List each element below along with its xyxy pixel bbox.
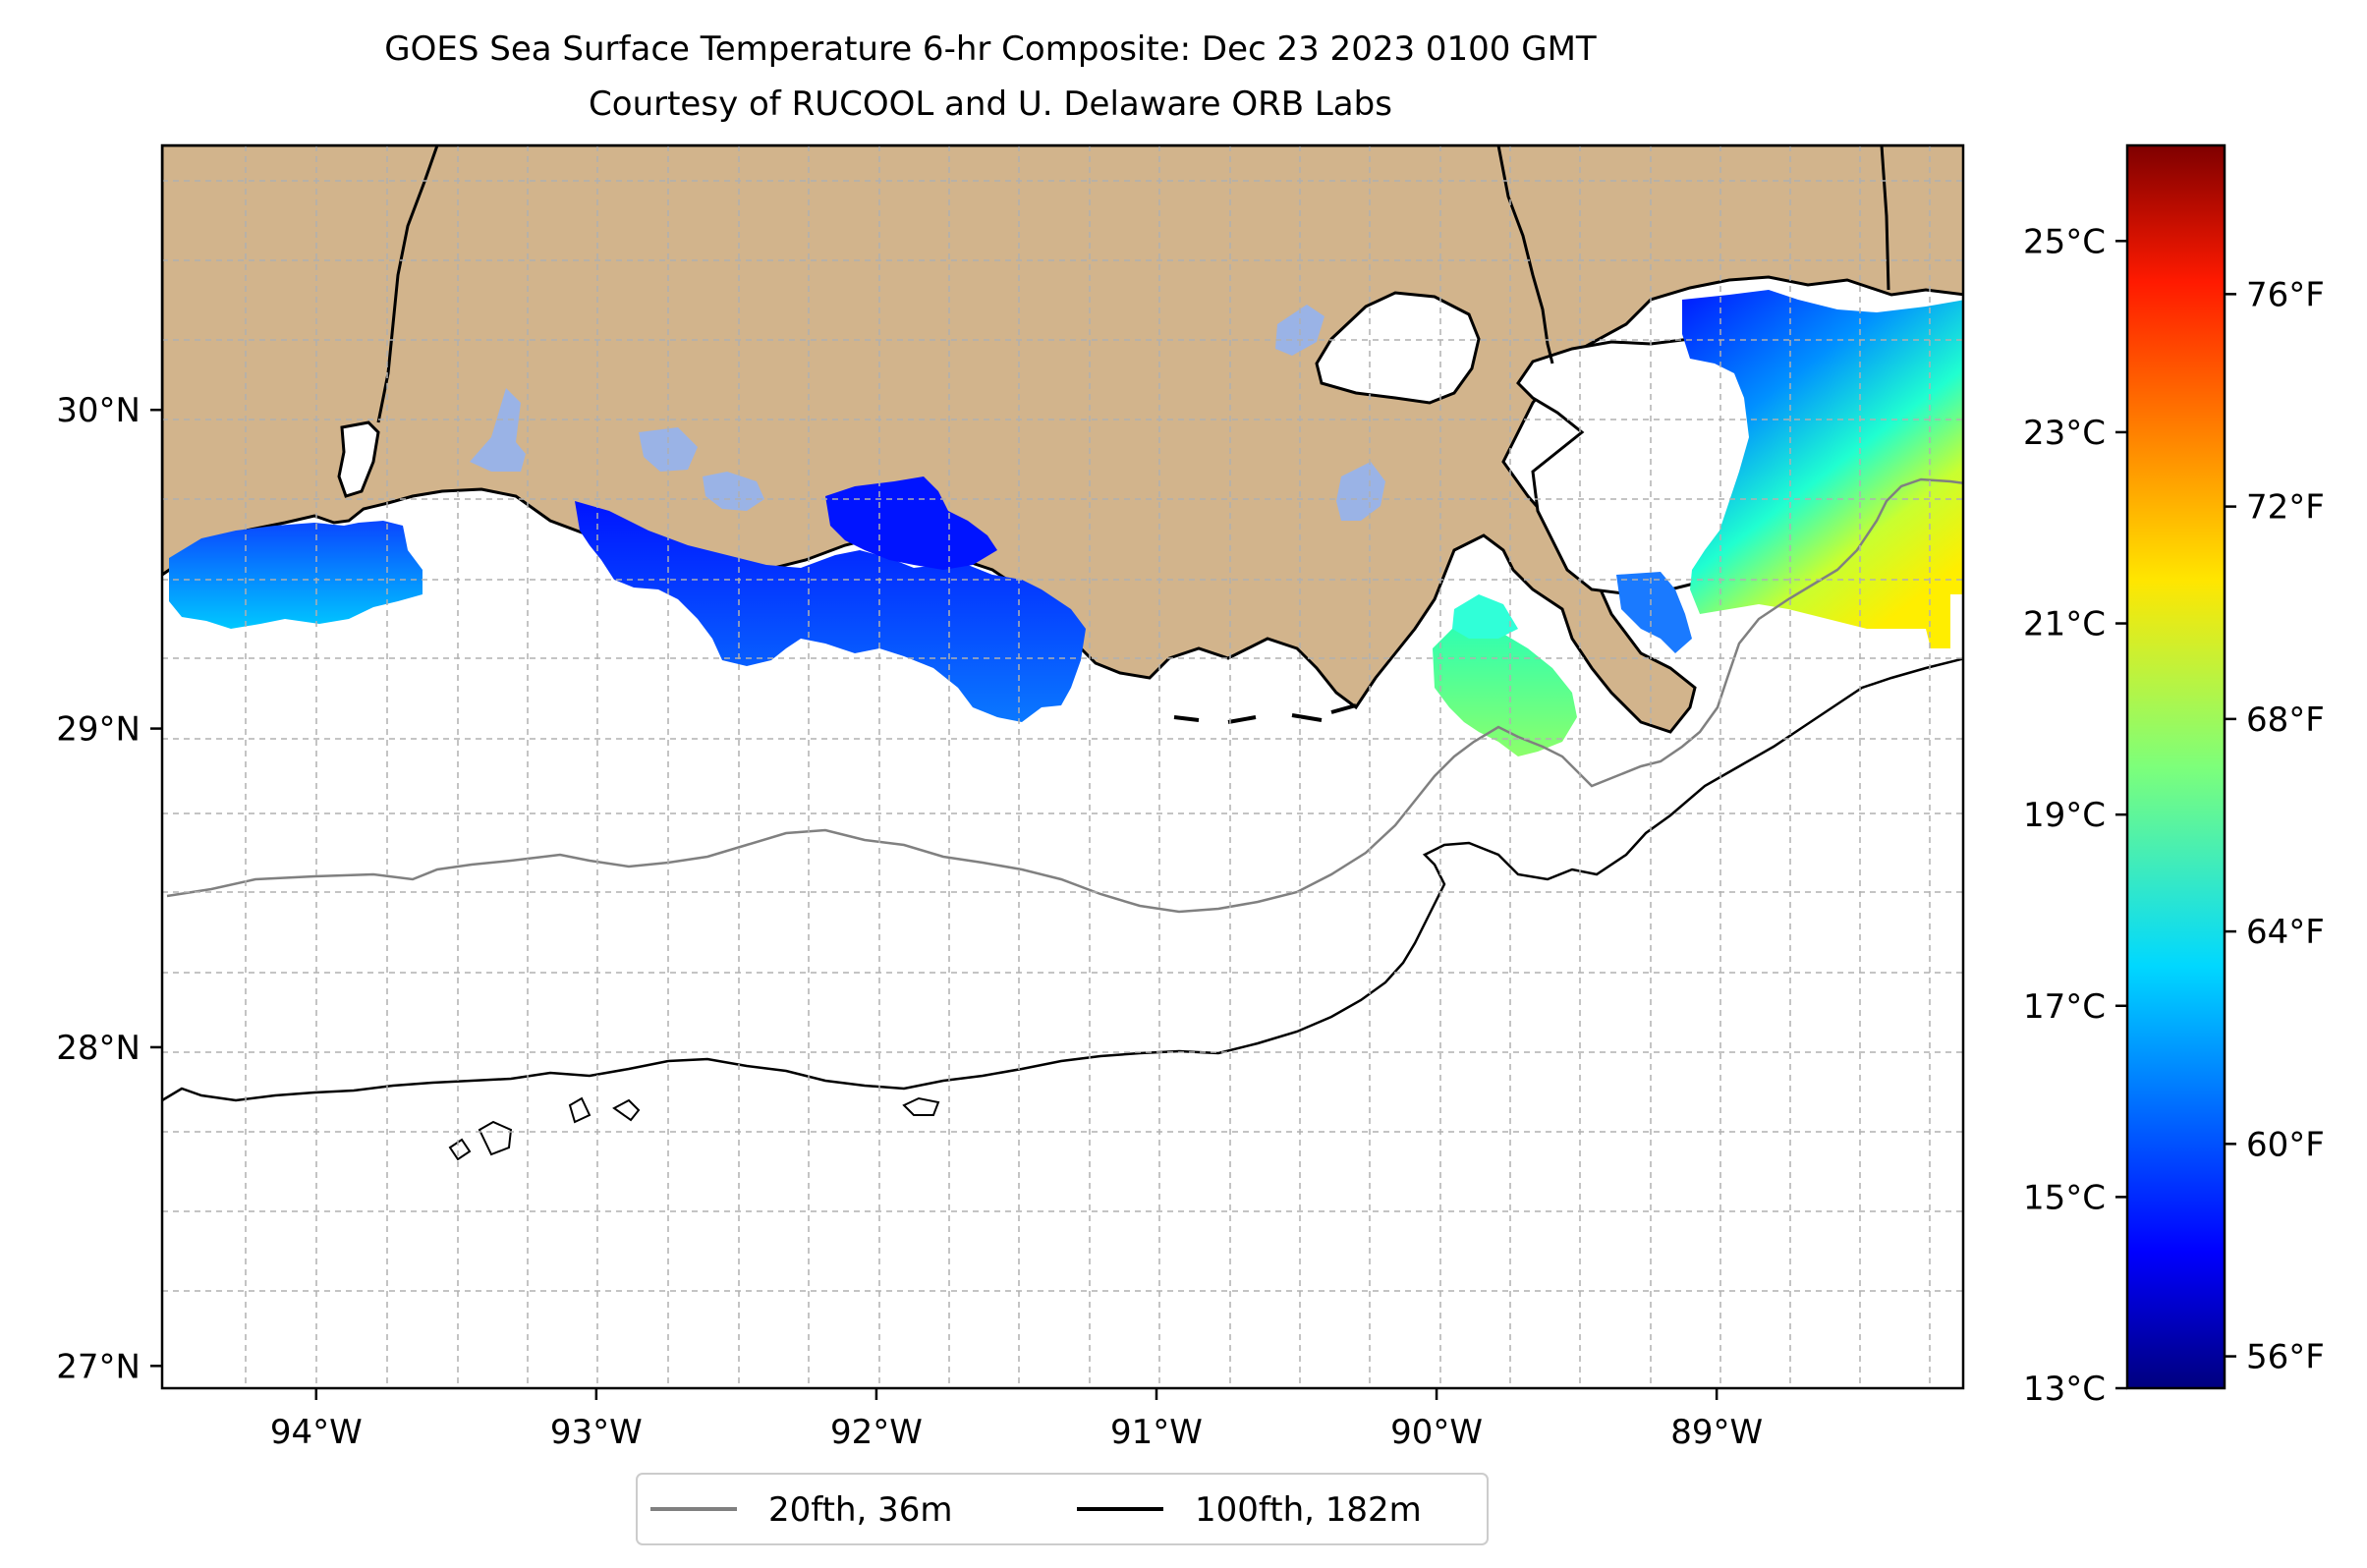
colorbar-celsius-label: 25°C — [2023, 222, 2106, 261]
lon-tick-label: 90°W — [1390, 1413, 1483, 1452]
lat-tick-label: 27°N — [56, 1347, 141, 1386]
map-subtitle: Courtesy of RUCOOL and U. Delaware ORB L… — [589, 84, 1392, 124]
colorbar — [2125, 143, 2226, 1390]
colorbar-celsius-label: 23°C — [2023, 414, 2106, 453]
colorbar-fahrenheit-label: 64°F — [2246, 913, 2325, 952]
land-mass — [162, 145, 1963, 734]
lat-tick-label: 29°N — [56, 710, 141, 750]
barrier-island — [1173, 703, 1357, 724]
calcasieu-lake — [337, 420, 380, 498]
contour-islet — [448, 1096, 940, 1161]
colorbar-fahrenheit-label: 56°F — [2246, 1338, 2325, 1377]
inland-lake — [703, 472, 764, 511]
sst-patch-west — [169, 521, 423, 629]
colorbar-celsius-label: 17°C — [2023, 987, 2106, 1027]
legend-label-20fth: 20fth, 36m — [768, 1490, 953, 1530]
inland-lake — [1336, 462, 1385, 521]
colorbar-fahrenheit-label: 72°F — [2246, 488, 2325, 528]
sst-patch-barataria — [1616, 572, 1692, 653]
colorbar-celsius-label: 15°C — [2023, 1178, 2106, 1217]
map-title: GOES Sea Surface Temperature 6-hr Compos… — [384, 29, 1597, 69]
inland-lake — [470, 388, 526, 472]
lon-tick-label: 89°W — [1670, 1413, 1763, 1452]
lat-tick-label: 28°N — [56, 1029, 141, 1068]
colorbar-celsius-axis: 13°C 15°C 17°C 19°C 21°C 23°C 25°C — [2023, 222, 2127, 1409]
state-border — [1880, 145, 1890, 291]
sst-patch-delta-cyan — [1452, 594, 1518, 639]
contour-20fth — [166, 477, 1963, 914]
sst-patch-central — [575, 501, 1086, 722]
colorbar-fahrenheit-label: 76°F — [2246, 275, 2325, 314]
sst-patch-east — [1682, 290, 1963, 648]
sst-patch-delta — [1433, 629, 1577, 756]
lon-tick-label: 93°W — [550, 1413, 643, 1452]
state-border — [1496, 145, 1554, 364]
lon-tick-label: 91°W — [1110, 1413, 1203, 1452]
latitude-axis: 27°N 28°N 29°N 30°N — [56, 391, 162, 1386]
map-area — [162, 145, 1963, 1388]
colorbar-fahrenheit-label: 68°F — [2246, 700, 2325, 740]
colorbar-celsius-label: 19°C — [2023, 796, 2106, 835]
colorbar-celsius-label: 21°C — [2023, 605, 2106, 644]
lon-gridlines — [245, 145, 1931, 1388]
lat-gridlines — [162, 180, 1963, 1292]
legend-label-100fth: 100fth, 182m — [1195, 1490, 1422, 1530]
longitude-axis: 94°W 93°W 92°W 91°W 90°W 89°W — [270, 1388, 1763, 1452]
lat-tick-label: 30°N — [56, 391, 141, 430]
colorbar-fahrenheit-label: 60°F — [2246, 1125, 2325, 1164]
map-frame — [160, 143, 1965, 1390]
lon-tick-label: 92°W — [830, 1413, 923, 1452]
colorbar-celsius-label: 13°C — [2023, 1370, 2106, 1409]
state-border — [376, 145, 439, 423]
contour-100fth — [162, 657, 1963, 1102]
colorbar-fahrenheit-axis: 56°F 60°F 64°F 68°F 72°F 76°F — [2225, 275, 2325, 1377]
legend: 20fth, 36m 100fth, 182m — [636, 1473, 1489, 1545]
lon-tick-label: 94°W — [270, 1413, 363, 1452]
legend-box — [636, 1473, 1489, 1545]
